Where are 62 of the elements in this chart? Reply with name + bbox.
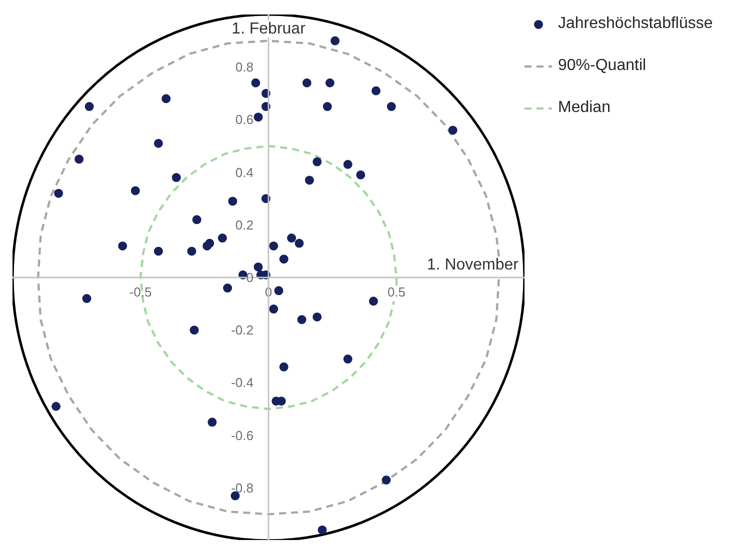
point — [54, 188, 64, 198]
point — [343, 160, 352, 169]
point — [312, 157, 322, 166]
point — [118, 241, 128, 250]
legend-label: 90%-Quantil — [558, 57, 646, 75]
point — [312, 312, 322, 322]
x-tick-label: 0.5 — [387, 284, 406, 300]
point — [269, 241, 278, 250]
point — [154, 246, 163, 256]
point — [187, 246, 196, 256]
point — [343, 354, 352, 364]
point — [322, 102, 332, 112]
y-tick-label: 0.8 — [235, 60, 254, 75]
point — [208, 418, 217, 427]
point — [304, 176, 314, 185]
point — [205, 238, 214, 248]
point — [294, 238, 304, 248]
point — [318, 525, 327, 534]
point — [269, 304, 278, 314]
point — [192, 215, 202, 224]
point — [287, 234, 296, 243]
legend-label: Median — [558, 99, 610, 117]
y-tick-label: 0.4 — [235, 164, 254, 180]
point — [274, 286, 284, 296]
y-tick-label: 0.6 — [235, 112, 254, 128]
x-tick-label: -0.5 — [129, 284, 152, 300]
point — [302, 78, 312, 88]
point — [254, 262, 263, 272]
point — [130, 186, 140, 196]
point — [162, 94, 171, 104]
point — [172, 173, 181, 182]
point — [52, 402, 61, 411]
point — [218, 234, 227, 243]
point — [74, 154, 84, 164]
point — [382, 476, 391, 484]
y-tick-label: -0.4 — [231, 375, 254, 390]
point — [368, 296, 378, 306]
point — [82, 294, 92, 304]
point — [325, 78, 334, 88]
point — [297, 315, 306, 324]
point — [356, 170, 366, 180]
point — [84, 102, 94, 112]
y-tick-label: 0.2 — [235, 217, 254, 232]
legend-label: Jahreshöchstabflüsse — [558, 15, 713, 33]
annotation: 1. November — [426, 256, 520, 274]
y-tick-label: -0.2 — [231, 322, 254, 338]
point — [223, 284, 232, 293]
point — [386, 102, 396, 112]
annotation: 1. Februar — [232, 20, 306, 38]
point — [154, 138, 163, 148]
point — [279, 254, 288, 264]
y-tick-label: 0 — [246, 270, 254, 285]
point — [330, 36, 340, 46]
point — [254, 112, 263, 122]
point — [279, 362, 288, 372]
y-tick-label: -0.6 — [231, 428, 254, 443]
point — [190, 326, 199, 335]
point — [448, 126, 458, 135]
point — [372, 86, 381, 96]
point — [228, 196, 238, 206]
point — [251, 78, 260, 88]
y-tick-label: -0.8 — [231, 480, 254, 496]
